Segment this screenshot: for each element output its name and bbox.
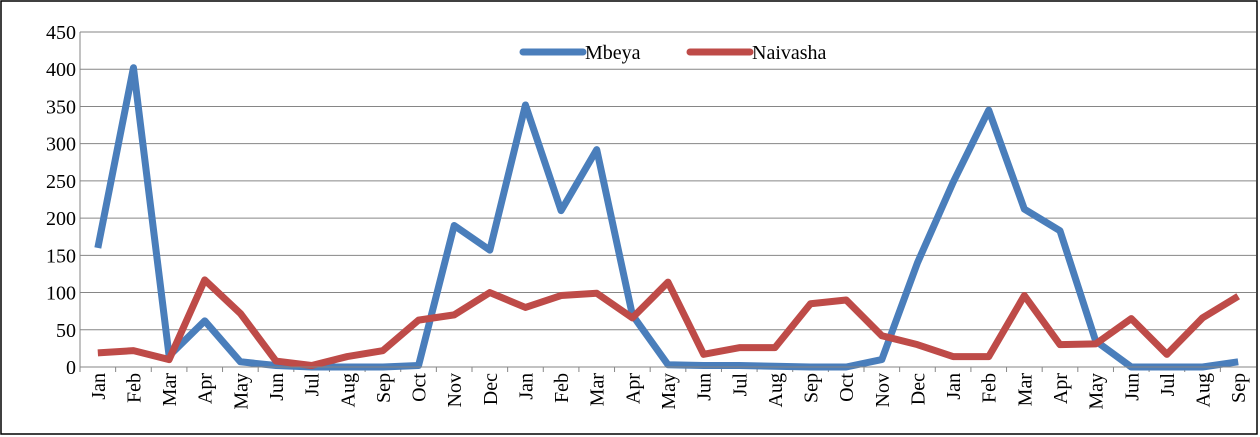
x-tick-label: May — [658, 373, 680, 410]
x-tick-label: Jan — [88, 373, 110, 400]
x-tick-label: Jan — [515, 373, 537, 400]
y-tick-label: 400 — [46, 59, 76, 81]
x-tick-label: Nov — [872, 373, 894, 407]
x-tick-label: Sep — [801, 373, 823, 403]
x-tick-label: Sep — [1228, 373, 1250, 403]
y-tick-label: 150 — [46, 245, 76, 267]
x-tick-label: May — [230, 373, 252, 410]
x-tick-label: Feb — [979, 373, 1001, 403]
x-tick-label: Mar — [159, 373, 181, 407]
x-tick-label: Mar — [1014, 373, 1036, 407]
x-tick-label: Dec — [480, 373, 502, 405]
y-tick-label: 450 — [46, 22, 76, 44]
x-tick-label: Jun — [266, 373, 288, 401]
x-tick-label: Jul — [1157, 373, 1179, 397]
y-tick-label: 50 — [56, 320, 76, 342]
legend-label: Naivasha — [752, 42, 827, 64]
y-tick-label: 250 — [46, 171, 76, 193]
y-tick-label: 200 — [46, 208, 76, 230]
x-tick-label: Mar — [587, 373, 609, 407]
x-tick-label: Apr — [195, 373, 217, 404]
y-tick-label: 100 — [46, 283, 76, 305]
x-tick-label: Feb — [123, 373, 145, 403]
x-tick-label: Aug — [765, 373, 787, 407]
x-tick-label: Jan — [943, 373, 965, 400]
line-series — [97, 276, 1240, 370]
x-tick-label: Jul — [729, 373, 751, 397]
x-tick-label: Jun — [1121, 373, 1143, 401]
y-tick-label: 350 — [46, 96, 76, 118]
x-tick-label: May — [1086, 373, 1108, 410]
x-tick-label: Feb — [551, 373, 573, 403]
x-tick-label: Oct — [409, 373, 431, 402]
x-tick-label: Apr — [622, 373, 644, 404]
x-tick-label: Apr — [1050, 373, 1072, 404]
x-tick-label: Aug — [337, 373, 359, 407]
y-tick-label: 0 — [66, 357, 76, 379]
legend-label: Mbeya — [585, 42, 641, 64]
y-tick-label: 300 — [46, 134, 76, 156]
x-tick-label: Nov — [444, 373, 466, 407]
x-tick-label: Jun — [694, 373, 716, 401]
x-tick-label: Dec — [907, 373, 929, 405]
x-tick-label: Aug — [1193, 373, 1215, 407]
x-tick-label: Jul — [302, 373, 324, 397]
x-tick-label: Oct — [836, 373, 858, 402]
x-tick-label: Sep — [373, 373, 395, 403]
